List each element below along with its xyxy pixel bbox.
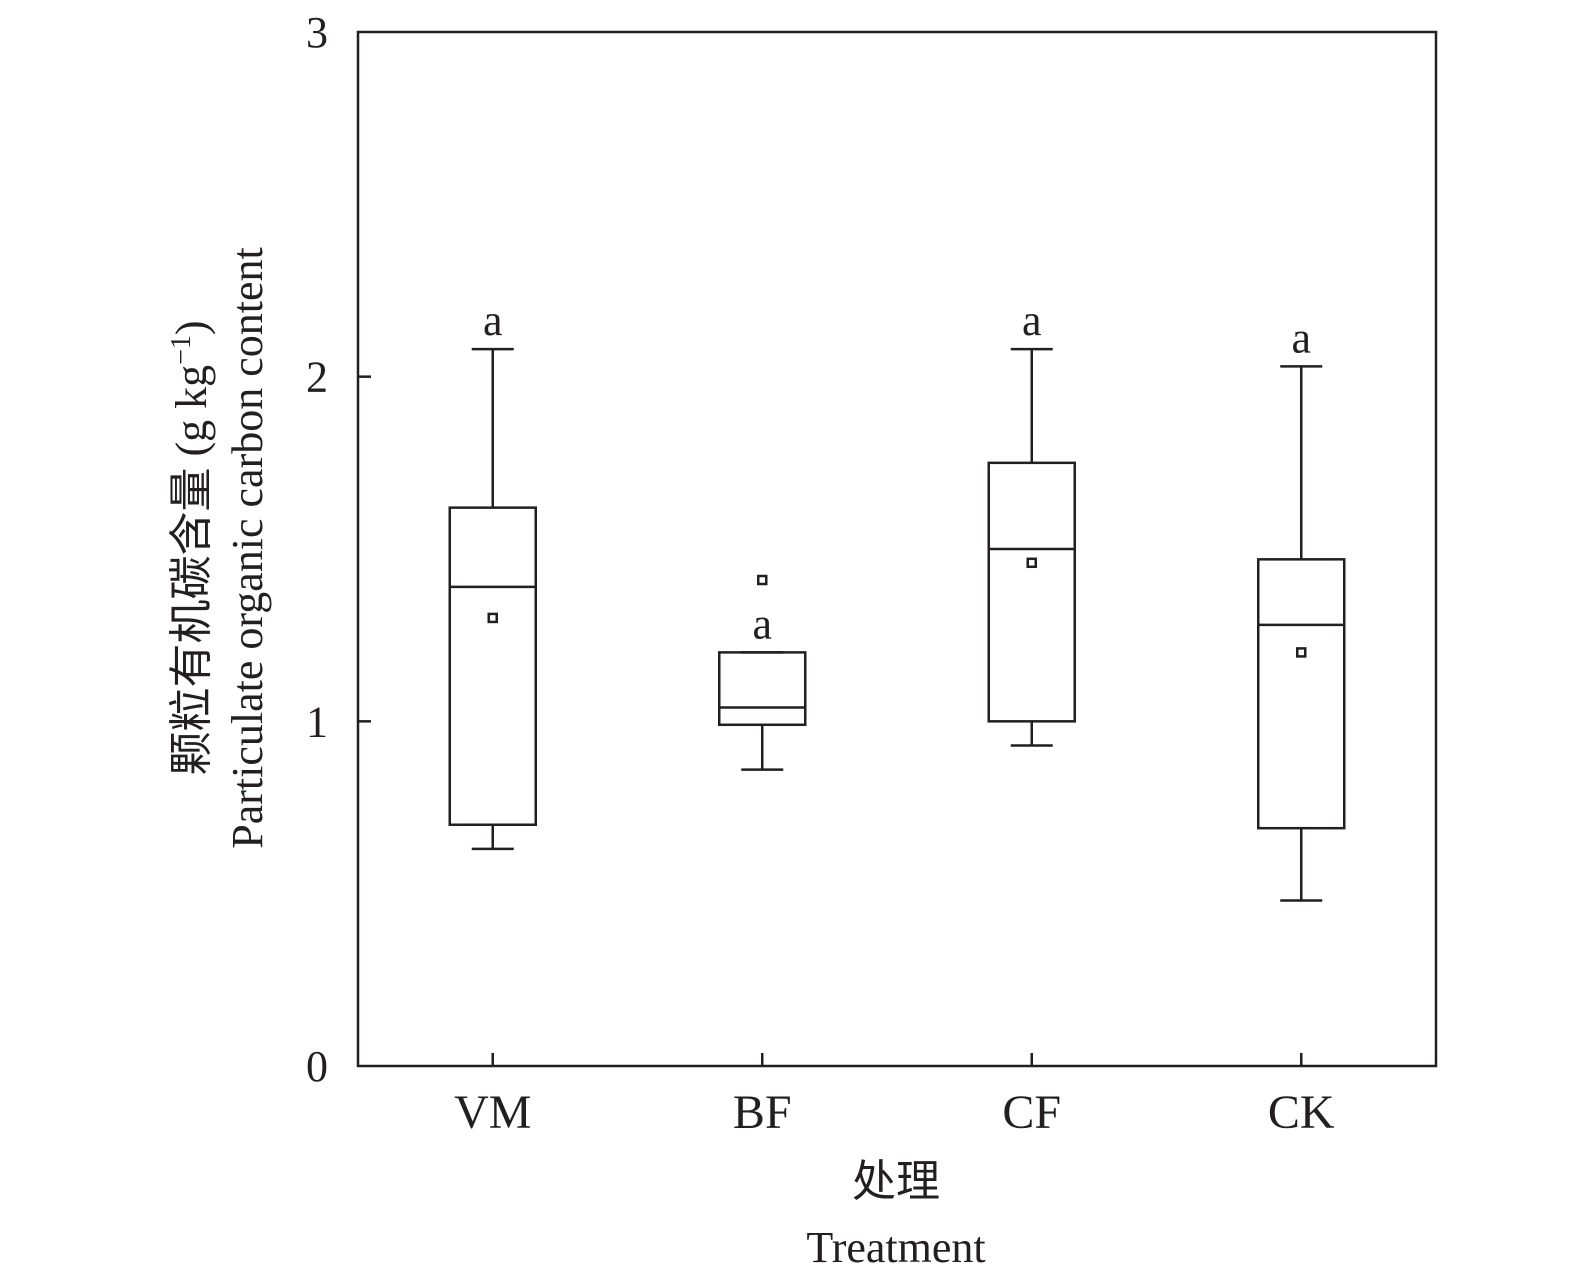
box-vm: a — [448, 296, 537, 851]
y-axis-title-en: Particulate organic carbon content — [223, 247, 272, 849]
significance-letter: a — [1291, 313, 1311, 362]
mean-marker — [1026, 557, 1037, 569]
y-axis-title: 颗粒有机碳含量 (g kg−1) Particulate organic car… — [166, 247, 272, 849]
plot-frame — [356, 30, 1438, 1068]
box-iqr — [1257, 558, 1346, 830]
significance-letter: a — [1022, 296, 1042, 345]
y-axis-title-cn: 颗粒有机碳含量 (g kg−1) — [166, 320, 216, 775]
mean-marker — [1296, 647, 1307, 658]
box-series: a a a a — [448, 296, 1346, 902]
x-axis-title-cn: 处理 — [852, 1157, 940, 1206]
box-bf: a — [718, 574, 807, 771]
box-ck: a — [1257, 313, 1346, 902]
box-iqr — [718, 651, 807, 727]
significance-letter: a — [483, 296, 503, 345]
y-ticks: 0 1 2 3 — [306, 8, 371, 1091]
x-ticks: VM BF CF CK — [454, 1053, 1335, 1139]
mean-marker — [487, 612, 498, 624]
box-iqr — [448, 506, 537, 826]
x-tick-label: CF — [1002, 1086, 1061, 1139]
x-tick-label: CK — [1268, 1086, 1335, 1139]
y-tick-label: 1 — [306, 697, 328, 746]
y-axis-unit-superscript: −1 — [166, 335, 197, 365]
x-tick-label: BF — [733, 1086, 792, 1139]
box-iqr — [987, 461, 1076, 723]
x-tick-label: VM — [454, 1086, 531, 1139]
box-cf: a — [987, 296, 1076, 747]
y-tick-label: 3 — [306, 8, 328, 57]
significance-letter: a — [752, 599, 772, 648]
y-tick-label: 0 — [306, 1042, 328, 1091]
y-tick-label: 2 — [306, 353, 328, 402]
x-axis-title-en: Treatment — [806, 1223, 985, 1272]
outlier-marker — [757, 574, 768, 586]
